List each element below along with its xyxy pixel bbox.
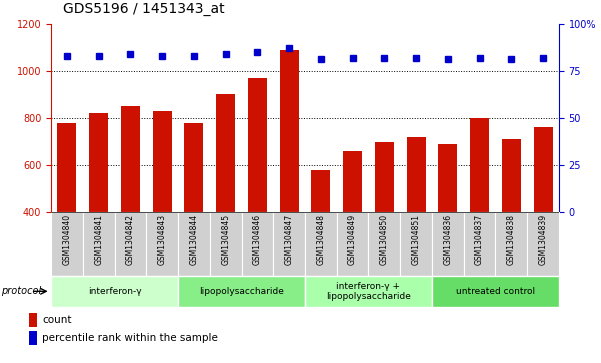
- Bar: [438, 144, 457, 212]
- Bar: [464, 212, 495, 276]
- Text: GSM1304847: GSM1304847: [285, 214, 294, 265]
- Bar: [178, 212, 210, 276]
- Text: untreated control: untreated control: [456, 287, 535, 296]
- Text: lipopolysaccharide: lipopolysaccharide: [199, 287, 284, 296]
- Bar: [58, 123, 76, 212]
- Bar: [337, 212, 368, 276]
- Bar: [311, 170, 331, 212]
- Bar: [83, 212, 115, 276]
- Bar: [121, 106, 140, 212]
- Bar: [432, 212, 464, 276]
- Text: count: count: [42, 315, 72, 325]
- Bar: [153, 111, 172, 212]
- Bar: [502, 139, 521, 212]
- Text: GSM1304844: GSM1304844: [189, 214, 198, 265]
- Bar: [534, 127, 552, 212]
- Bar: [279, 49, 299, 212]
- Bar: [273, 212, 305, 276]
- Bar: [216, 94, 235, 212]
- Bar: [210, 212, 242, 276]
- Text: GSM1304845: GSM1304845: [221, 214, 230, 265]
- Text: GSM1304851: GSM1304851: [412, 214, 421, 265]
- Bar: [29, 331, 37, 345]
- Bar: [178, 276, 305, 307]
- Bar: [407, 137, 426, 212]
- Text: GSM1304838: GSM1304838: [507, 214, 516, 265]
- Text: protocol: protocol: [1, 286, 41, 296]
- Text: GSM1304849: GSM1304849: [348, 214, 357, 265]
- Bar: [51, 212, 83, 276]
- Text: GSM1304848: GSM1304848: [316, 214, 325, 265]
- Text: GDS5196 / 1451343_at: GDS5196 / 1451343_at: [63, 2, 225, 16]
- Bar: [51, 276, 178, 307]
- Bar: [432, 276, 559, 307]
- Text: interferon-γ +
lipopolysaccharide: interferon-γ + lipopolysaccharide: [326, 282, 411, 301]
- Text: GSM1304840: GSM1304840: [63, 214, 72, 265]
- Text: GSM1304841: GSM1304841: [94, 214, 103, 265]
- Bar: [89, 113, 108, 212]
- Bar: [400, 212, 432, 276]
- Bar: [495, 212, 527, 276]
- Bar: [248, 78, 267, 212]
- Text: GSM1304837: GSM1304837: [475, 214, 484, 265]
- Text: GSM1304836: GSM1304836: [444, 214, 453, 265]
- Bar: [146, 212, 178, 276]
- Bar: [368, 212, 400, 276]
- Bar: [185, 123, 203, 212]
- Text: GSM1304843: GSM1304843: [157, 214, 166, 265]
- Text: GSM1304850: GSM1304850: [380, 214, 389, 265]
- Bar: [375, 142, 394, 212]
- Bar: [305, 212, 337, 276]
- Bar: [470, 118, 489, 212]
- Text: GSM1304846: GSM1304846: [253, 214, 262, 265]
- Text: GSM1304842: GSM1304842: [126, 214, 135, 265]
- Bar: [115, 212, 146, 276]
- Bar: [343, 151, 362, 212]
- Bar: [305, 276, 432, 307]
- Bar: [527, 212, 559, 276]
- Bar: [29, 313, 37, 327]
- Bar: [242, 212, 273, 276]
- Text: GSM1304839: GSM1304839: [538, 214, 548, 265]
- Text: percentile rank within the sample: percentile rank within the sample: [42, 334, 218, 343]
- Text: interferon-γ: interferon-γ: [88, 287, 141, 296]
